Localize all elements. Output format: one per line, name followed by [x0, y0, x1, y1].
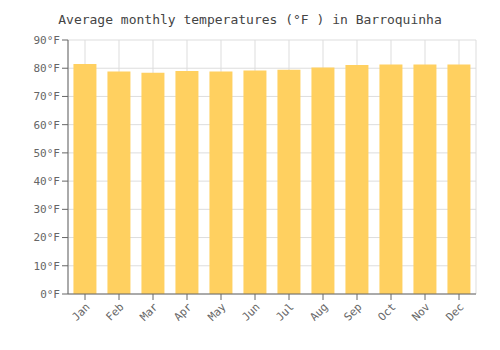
- svg-text:Jul: Jul: [273, 300, 296, 323]
- svg-text:90°F: 90°F: [34, 34, 61, 47]
- svg-text:Jun: Jun: [239, 300, 262, 323]
- svg-text:Aug: Aug: [307, 300, 330, 323]
- svg-text:30°F: 30°F: [34, 203, 61, 216]
- svg-text:Dec: Dec: [443, 300, 466, 323]
- svg-text:60°F: 60°F: [34, 119, 61, 132]
- svg-text:20°F: 20°F: [34, 231, 61, 244]
- svg-text:40°F: 40°F: [34, 175, 61, 188]
- svg-text:80°F: 80°F: [34, 62, 61, 75]
- svg-text:Apr: Apr: [171, 300, 195, 324]
- svg-text:Sep: Sep: [341, 300, 364, 323]
- svg-text:50°F: 50°F: [34, 147, 61, 160]
- svg-text:Nov: Nov: [409, 300, 433, 324]
- html-text:Average monthly temperatures (: Average monthly temperatures (°F ) in Ba…: [58, 12, 442, 27]
- svg-text:Jan: Jan: [69, 300, 92, 323]
- svg-text:May: May: [205, 300, 229, 324]
- svg-text:10°F: 10°F: [34, 260, 61, 273]
- svg-text:Oct: Oct: [375, 300, 398, 323]
- svg-text:70°F: 70°F: [34, 90, 61, 103]
- svg-text:Feb: Feb: [103, 300, 126, 323]
- svg-text:0°F: 0°F: [40, 288, 60, 301]
- svg-text:Mar: Mar: [137, 300, 161, 324]
